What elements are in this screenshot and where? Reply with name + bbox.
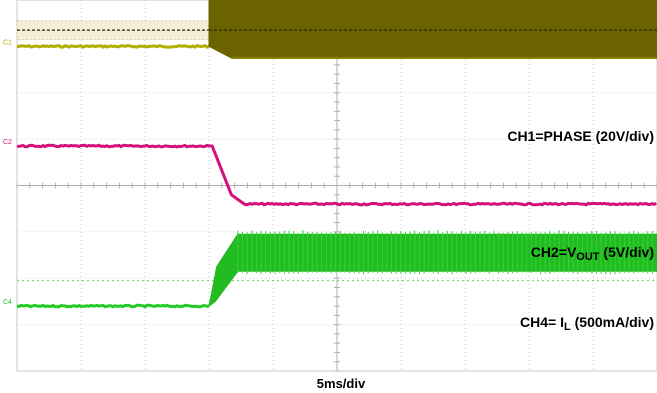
ch1-pre-trace — [16, 43, 210, 49]
ch1-switching-band — [208, 0, 657, 59]
trace-label-ch4: CH4= IL (500mA/div) — [520, 314, 654, 333]
scope-traces — [16, 0, 657, 309]
x-axis-label: 5ms/div — [317, 376, 366, 391]
scope-labels: CH1=PHASE (20V/div) C1 CH2=VOUT (5V/div) C2… — [3, 39, 654, 332]
ch2-trace — [16, 143, 657, 207]
scope-grid — [16, 0, 657, 372]
channel-marker-ch2: C2 — [3, 139, 12, 146]
trace-label-ch1: CH1=PHASE (20V/div) — [507, 128, 654, 144]
channel-marker-ch4: C4 — [3, 299, 12, 306]
trace-label-ch2: CH2=VOUT (5V/div) — [531, 244, 654, 263]
channel-marker-ch1: C1 — [3, 39, 12, 46]
ch4-pre-trace — [16, 303, 210, 309]
